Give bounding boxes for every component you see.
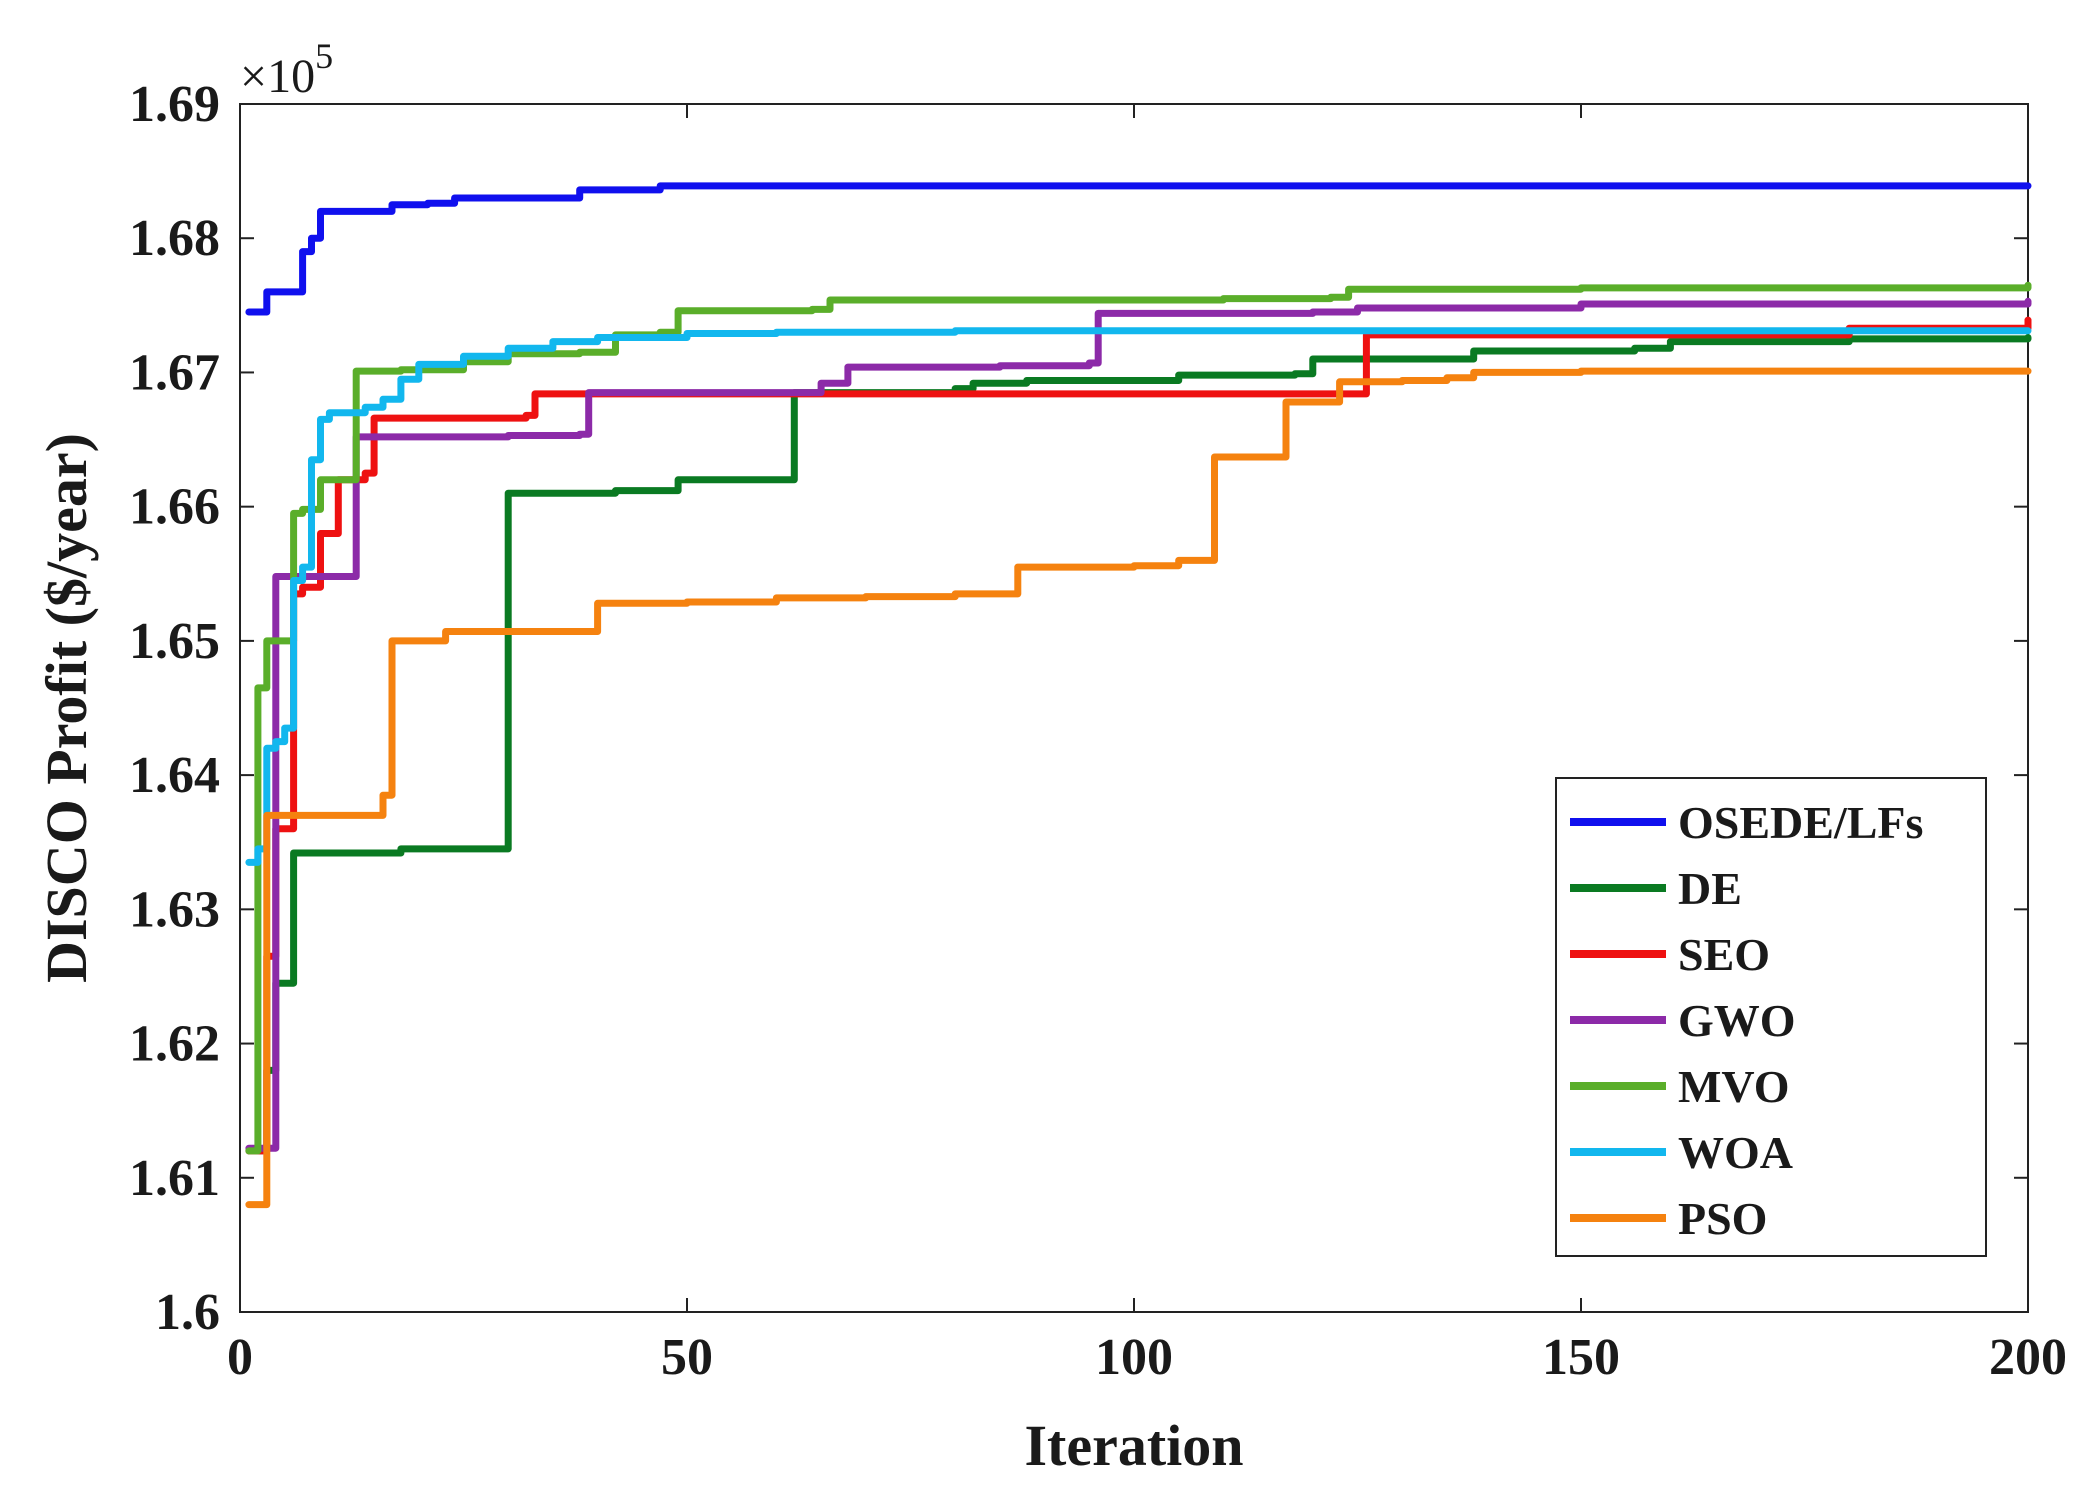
y-tick-label: 1.6 (155, 1284, 220, 1341)
y-tick-label: 1.61 (129, 1150, 220, 1207)
y-tick-label: 1.65 (129, 613, 220, 670)
x-tick-label: 0 (227, 1329, 253, 1386)
y-exponent-label: ×105 (240, 36, 333, 103)
legend-label-osede-lfs: OSEDE/LFs (1678, 797, 1923, 848)
x-ticks: 0 50 100 150 200 (227, 104, 2067, 1386)
x-tick-label: 100 (1095, 1329, 1173, 1386)
y-tick-label: 1.62 (129, 1016, 220, 1073)
legend-label-gwo: GWO (1678, 995, 1796, 1046)
series-line-gwo (245, 297, 2032, 1152)
series-layer (245, 182, 2032, 1209)
y-tick-label: 1.64 (129, 747, 220, 804)
series-line-pso (245, 367, 2032, 1209)
legend-label-pso: PSO (1678, 1193, 1767, 1244)
x-tick-label: 50 (661, 1329, 713, 1386)
y-exponent-base: ×10 (240, 50, 315, 103)
y-tick-label: 1.69 (129, 76, 220, 133)
legend-label-mvo: MVO (1678, 1061, 1790, 1112)
x-tick-label: 200 (1989, 1329, 2067, 1386)
legend-label-seo: SEO (1678, 929, 1770, 980)
y-exponent-power: 5 (315, 36, 333, 76)
legend-label-woa: WOA (1678, 1127, 1793, 1178)
y-tick-label: 1.63 (129, 881, 220, 938)
series-line-woa (245, 327, 2032, 866)
series-line-mvo (245, 281, 2032, 1155)
y-axis-title: DISCO Profit ($/year) (34, 433, 99, 983)
series-line-seo (245, 316, 2032, 1155)
x-axis-title: Iteration (1024, 1413, 1243, 1478)
legend: OSEDE/LFs DE SEO GWO MVO WOA PSO (1555, 777, 1987, 1257)
x-tick-label: 150 (1542, 1329, 1620, 1386)
y-tick-label: 1.67 (129, 344, 220, 401)
legend-label-de: DE (1678, 863, 1742, 914)
y-ticks: 1.6 1.61 1.62 1.63 1.64 1.65 1.66 1.67 1.68 1.69 (129, 76, 2028, 1341)
y-tick-label: 1.68 (129, 210, 220, 267)
y-tick-label: 1.66 (129, 479, 220, 536)
series-line-osede-lfs (245, 182, 2032, 316)
